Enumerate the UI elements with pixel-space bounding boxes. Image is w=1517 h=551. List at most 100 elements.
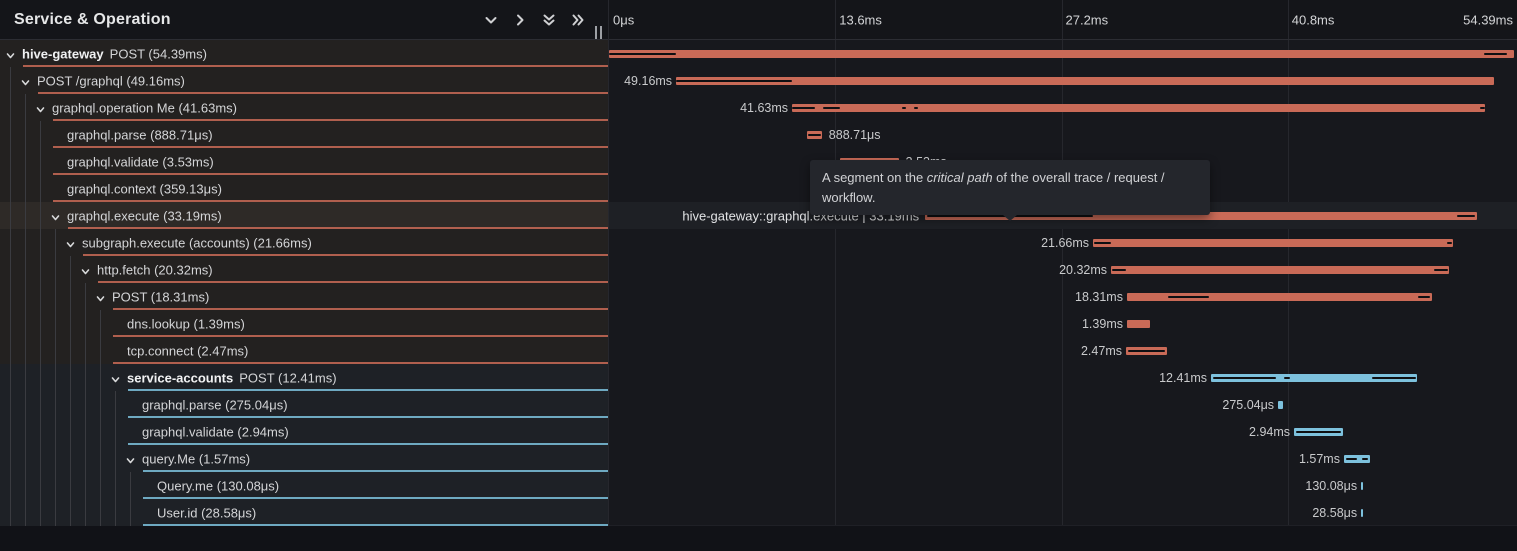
collapse-all-icon[interactable]	[539, 10, 559, 30]
span-bar[interactable]	[1278, 401, 1283, 409]
span-tree-row[interactable]: graphql.validate (3.53ms)	[0, 148, 608, 175]
chevron-right-icon[interactable]	[510, 10, 530, 30]
timeline-row[interactable]: 28.58μs	[609, 499, 1517, 526]
indent-guide	[25, 472, 26, 499]
indent-guide	[70, 310, 71, 337]
span-tree-row[interactable]: service-accounts POST (12.41ms)	[0, 364, 608, 391]
indent-guide	[40, 283, 41, 310]
span-bar[interactable]	[609, 50, 1514, 58]
expand-all-icon[interactable]	[568, 10, 588, 30]
span-bar[interactable]	[1126, 320, 1151, 328]
indent-guide	[130, 499, 131, 526]
chevron-down-icon[interactable]	[95, 291, 106, 302]
timeline-row[interactable]: 2.94ms	[609, 418, 1517, 445]
span-tree-row[interactable]: tcp.connect (2.47ms)	[0, 337, 608, 364]
span-label: graphql.context (359.13μs)	[67, 181, 222, 196]
timeline-row[interactable]: 275.04μs	[609, 391, 1517, 418]
row-separator	[128, 416, 608, 418]
timeline-row[interactable]: 21.66ms	[609, 229, 1517, 256]
span-tree-row[interactable]: dns.lookup (1.39ms)	[0, 310, 608, 337]
chevron-down-icon[interactable]	[65, 237, 76, 248]
indent-guide	[100, 499, 101, 526]
span-bar[interactable]	[1211, 374, 1418, 382]
chevron-down-icon[interactable]	[110, 372, 121, 383]
timeline-row[interactable]: 1.57ms	[609, 445, 1517, 472]
span-tree-row[interactable]: http.fetch (20.32ms)	[0, 256, 608, 283]
row-separator	[143, 470, 608, 472]
axis-tick-label: 13.6ms	[839, 12, 882, 27]
span-tree-row[interactable]: graphql.validate (2.94ms)	[0, 418, 608, 445]
critical-path-segment	[792, 107, 816, 109]
tooltip-text-before: A segment on the	[822, 170, 927, 185]
span-bar[interactable]	[925, 212, 1478, 220]
indent-guide	[10, 391, 11, 418]
chevron-down-icon[interactable]	[20, 75, 31, 86]
axis-tick-label: 54.39ms	[1463, 12, 1513, 27]
span-tree-row[interactable]: POST (18.31ms)	[0, 283, 608, 310]
span-duration-label: 130.08μs	[1305, 478, 1358, 493]
indent-guide	[10, 175, 11, 202]
indent-guide	[25, 391, 26, 418]
span-bar[interactable]	[1093, 239, 1454, 247]
chevron-down-icon[interactable]	[35, 102, 46, 113]
critical-path-segment	[1434, 269, 1448, 271]
row-separator	[143, 524, 608, 526]
indent-guide	[70, 256, 71, 283]
span-tree-row[interactable]: graphql.execute (33.19ms)	[0, 202, 608, 229]
timeline-row[interactable]: 49.16ms	[609, 67, 1517, 94]
timeline-row[interactable]: 18.31ms	[609, 283, 1517, 310]
tooltip-text-italic: critical path	[926, 170, 993, 185]
span-tree-row[interactable]: graphql.parse (888.71μs)	[0, 121, 608, 148]
chevron-down-icon[interactable]	[80, 264, 91, 275]
timeline-axis: 0μs 13.6ms 27.2ms 40.8ms 54.39ms	[609, 0, 1517, 40]
span-bar[interactable]	[1361, 482, 1364, 490]
indent-guide	[100, 337, 101, 364]
span-label: query.Me (1.57ms)	[142, 451, 251, 466]
timeline-row[interactable]: 12.41ms	[609, 364, 1517, 391]
timeline-row[interactable]: 1.39ms	[609, 310, 1517, 337]
span-tree-row[interactable]: graphql.operation Me (41.63ms)	[0, 94, 608, 121]
indent-guide	[25, 364, 26, 391]
span-bar[interactable]	[1111, 266, 1450, 274]
panel-resizer-handle[interactable]	[595, 26, 607, 39]
timeline-row[interactable]	[609, 40, 1517, 67]
indent-guide	[40, 499, 41, 526]
chevron-down-icon[interactable]	[5, 48, 16, 59]
span-bar[interactable]	[1126, 293, 1432, 301]
span-tree-row[interactable]: subgraph.execute (accounts) (21.66ms)	[0, 229, 608, 256]
indent-guide	[100, 472, 101, 499]
span-bar[interactable]	[1343, 455, 1371, 463]
timeline-row[interactable]: 20.32ms	[609, 256, 1517, 283]
span-tree-row[interactable]: graphql.context (359.13μs)	[0, 175, 608, 202]
chevron-down-icon[interactable]	[125, 453, 136, 464]
indent-guide	[25, 229, 26, 256]
span-tree-row[interactable]: Query.me (130.08μs)	[0, 472, 608, 499]
chevron-down-icon[interactable]	[481, 10, 501, 30]
span-tree-row[interactable]: graphql.parse (275.04μs)	[0, 391, 608, 418]
span-label: subgraph.execute (accounts) (21.66ms)	[82, 235, 312, 250]
span-tree-row[interactable]: hive-gateway POST (54.39ms)	[0, 40, 608, 67]
critical-path-segment	[676, 80, 793, 82]
span-tree-row[interactable]: User.id (28.58μs)	[0, 499, 608, 526]
span-tree-row[interactable]: POST /graphql (49.16ms)	[0, 67, 608, 94]
span-tree-row[interactable]: query.Me (1.57ms)	[0, 445, 608, 472]
span-duration-label: 275.04μs	[1222, 397, 1275, 412]
indent-guide	[10, 229, 11, 256]
tree-toolbar	[481, 10, 588, 30]
critical-path-segment	[1346, 458, 1357, 460]
timeline-row[interactable]: 130.08μs	[609, 472, 1517, 499]
timeline-row[interactable]: 41.63ms	[609, 94, 1517, 121]
timeline-row[interactable]: 2.47ms	[609, 337, 1517, 364]
row-separator	[128, 389, 608, 391]
indent-guide	[25, 202, 26, 229]
indent-guide	[85, 391, 86, 418]
indent-guide	[85, 445, 86, 472]
indent-guide	[10, 337, 11, 364]
timeline-row[interactable]: 888.71μs	[609, 121, 1517, 148]
span-bar[interactable]	[792, 104, 1485, 112]
span-bar[interactable]	[1361, 509, 1364, 517]
span-bar[interactable]	[676, 77, 1495, 85]
chevron-down-icon[interactable]	[50, 210, 61, 221]
indent-guide	[115, 445, 116, 472]
